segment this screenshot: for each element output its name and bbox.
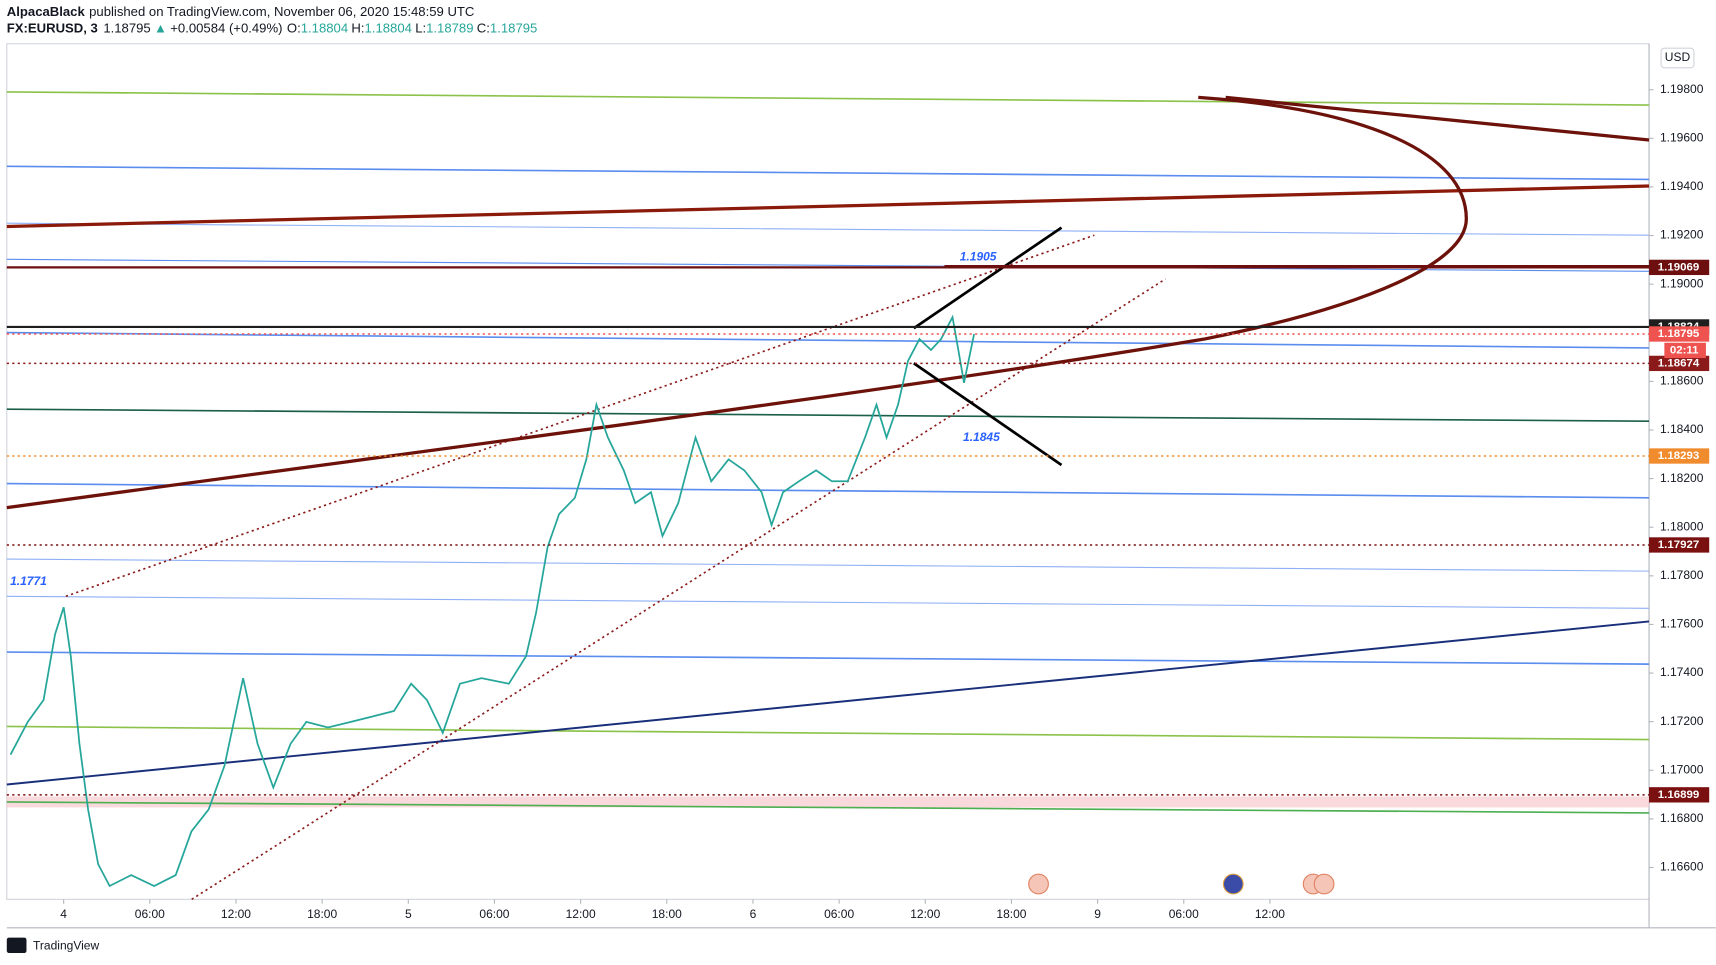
symbol: FX:EURUSD, 3 bbox=[7, 21, 98, 36]
x-tick-label: 06:00 bbox=[135, 907, 165, 921]
price-label-box bbox=[1649, 259, 1710, 276]
price-label: 1.18293 bbox=[1658, 450, 1699, 462]
trend-line bbox=[6, 558, 1650, 572]
ohlc-value: 1.18804 bbox=[365, 21, 412, 36]
trend-line bbox=[6, 184, 1650, 229]
author: AlpacaBlack bbox=[7, 5, 86, 20]
trend-line bbox=[6, 595, 1650, 609]
annotation: 1.1771 bbox=[10, 574, 47, 588]
price-label-box bbox=[1649, 326, 1710, 342]
currency: USD bbox=[1665, 50, 1691, 64]
trend-line bbox=[6, 725, 1650, 741]
price-label-box bbox=[1649, 355, 1710, 372]
last-price: 1.18795 bbox=[103, 21, 150, 36]
ohlc-value: 1.18804 bbox=[301, 21, 348, 36]
x-tick-label: 12:00 bbox=[910, 907, 940, 921]
price-label: 1.19069 bbox=[1658, 261, 1699, 273]
symbol-line: FX:EURUSD, 3 1.18795 ▲ +0.00584 (+0.49%) O:1… bbox=[7, 21, 538, 36]
price-label-box bbox=[1649, 787, 1710, 803]
x-tick-label: 12:00 bbox=[1255, 907, 1285, 921]
trend-line bbox=[6, 651, 1650, 665]
curve bbox=[6, 95, 1468, 510]
y-tick-label: 1.19400 bbox=[1660, 179, 1704, 193]
published: published on TradingView.com, November 0… bbox=[89, 5, 474, 20]
brand-name: TradingView bbox=[33, 939, 99, 953]
y-tick-label: 1.18200 bbox=[1660, 471, 1704, 485]
brand: TradingView bbox=[6, 937, 99, 953]
drawings bbox=[6, 91, 1650, 901]
y-tick-label: 1.16800 bbox=[1660, 811, 1704, 825]
y-tick-label: 1.19200 bbox=[1660, 228, 1704, 242]
support-zone bbox=[6, 796, 1650, 808]
trend-line bbox=[6, 91, 1650, 106]
channel-line bbox=[65, 234, 1095, 598]
y-tick-label: 1.19600 bbox=[1660, 130, 1704, 144]
price-label-box bbox=[1649, 448, 1710, 464]
ohlc-value: 1.18795 bbox=[490, 21, 537, 36]
price-label: 1.17927 bbox=[1658, 539, 1699, 551]
ohlc-label: C: bbox=[477, 21, 490, 36]
annotation: 1.1845 bbox=[963, 430, 1000, 444]
y-tick-label: 1.18000 bbox=[1660, 519, 1704, 533]
x-tick-label: 12:00 bbox=[566, 907, 596, 921]
y-tick-label: 1.17200 bbox=[1660, 714, 1704, 728]
x-tick-label: 06:00 bbox=[824, 907, 854, 921]
y-tick-label: 1.19000 bbox=[1660, 276, 1704, 290]
trend-line bbox=[6, 482, 1650, 499]
trend-line bbox=[6, 258, 1650, 272]
y-tick-label: 1.18400 bbox=[1660, 422, 1704, 436]
x-tick-label: 18:00 bbox=[307, 907, 337, 921]
annotation: 1.1905 bbox=[960, 249, 997, 263]
trend-line bbox=[6, 620, 1650, 786]
price-label: 1.18674 bbox=[1658, 357, 1700, 369]
event-icons bbox=[1028, 873, 1335, 895]
trend-line bbox=[6, 801, 1650, 814]
brand-logo bbox=[6, 937, 27, 953]
y-tick-label: 1.17800 bbox=[1660, 568, 1704, 582]
ohlc-label: O: bbox=[287, 21, 301, 36]
x-tick-label: 6 bbox=[750, 907, 757, 921]
x-tick-label: 4 bbox=[60, 907, 67, 921]
ohlc-label: L: bbox=[415, 21, 426, 36]
price-label: 1.16899 bbox=[1658, 789, 1699, 801]
event-icon bbox=[1313, 873, 1335, 895]
trend-line bbox=[6, 222, 1650, 236]
price-line bbox=[9, 314, 975, 888]
event-icon bbox=[1222, 873, 1244, 895]
y-tick-label: 1.17000 bbox=[1660, 762, 1704, 776]
countdown-box bbox=[1664, 342, 1706, 359]
pattern-line bbox=[913, 362, 1063, 467]
channel-line bbox=[191, 278, 1166, 901]
trend-line bbox=[6, 408, 1650, 423]
change: +0.00584 (+0.49%) bbox=[170, 21, 282, 36]
y-tick-label: 1.18600 bbox=[1660, 374, 1704, 388]
ohlc-label: H: bbox=[351, 21, 364, 36]
price-label-box bbox=[1649, 537, 1710, 553]
x-tick-label: 5 bbox=[405, 907, 412, 921]
trend-line bbox=[6, 165, 1650, 181]
y-tick-label: 1.19800 bbox=[1660, 82, 1704, 96]
y-tick-label: 1.17600 bbox=[1660, 617, 1704, 631]
x-tick-label: 12:00 bbox=[221, 907, 251, 921]
x-tick-label: 9 bbox=[1094, 907, 1101, 921]
header-line: AlpacaBlack published on TradingView.com,… bbox=[7, 5, 475, 20]
x-tick-label: 06:00 bbox=[479, 907, 509, 921]
trend-line bbox=[1225, 95, 1650, 142]
trend-line bbox=[6, 331, 1650, 349]
y-tick-label: 1.16600 bbox=[1660, 860, 1704, 874]
change-arrow: ▲ bbox=[154, 21, 167, 36]
pattern-line bbox=[913, 226, 1063, 330]
countdown: 02:11 bbox=[1670, 344, 1699, 356]
x-tick-label: 18:00 bbox=[996, 907, 1026, 921]
x-tick-label: 06:00 bbox=[1169, 907, 1199, 921]
currency-box[interactable] bbox=[1660, 47, 1695, 69]
ohlc-value: 1.18789 bbox=[426, 21, 473, 36]
price-label: 1.18795 bbox=[1658, 328, 1700, 340]
x-tick-label: 18:00 bbox=[652, 907, 682, 921]
event-icon bbox=[1028, 873, 1049, 895]
y-tick-label: 1.17400 bbox=[1660, 665, 1704, 679]
